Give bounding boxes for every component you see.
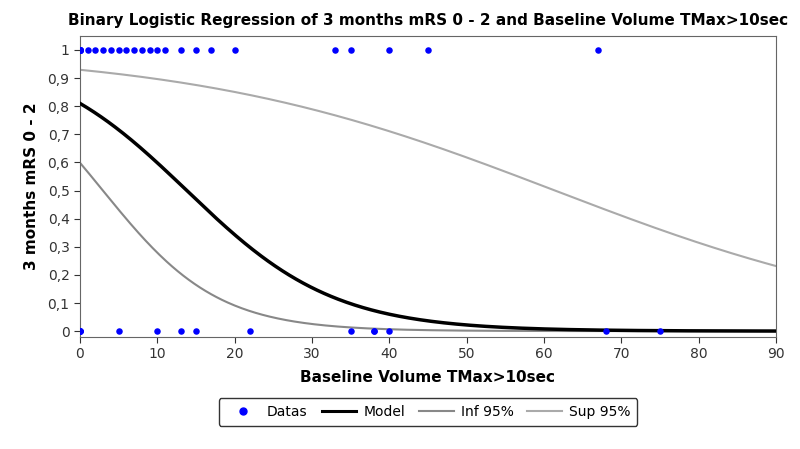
- Point: [654, 327, 666, 335]
- Point: [120, 46, 133, 53]
- Point: [74, 46, 86, 53]
- Point: [244, 327, 257, 335]
- Point: [74, 46, 86, 53]
- Point: [151, 327, 164, 335]
- Point: [599, 327, 612, 335]
- Point: [344, 46, 357, 53]
- Point: [344, 327, 357, 335]
- Point: [367, 327, 380, 335]
- Point: [74, 46, 86, 53]
- Point: [112, 46, 125, 53]
- Point: [592, 46, 605, 53]
- Point: [74, 46, 86, 53]
- Point: [97, 46, 110, 53]
- Point: [74, 327, 86, 335]
- Title: Binary Logistic Regression of 3 months mRS 0 - 2 and Baseline Volume TMax>10sec: Binary Logistic Regression of 3 months m…: [68, 13, 788, 28]
- Point: [74, 327, 86, 335]
- Point: [367, 327, 380, 335]
- Point: [74, 327, 86, 335]
- Point: [143, 46, 156, 53]
- Point: [105, 46, 118, 53]
- Point: [74, 46, 86, 53]
- Point: [329, 46, 342, 53]
- Point: [174, 327, 187, 335]
- Point: [174, 46, 187, 53]
- Legend: Datas, Model, Inf 95%, Sup 95%: Datas, Model, Inf 95%, Sup 95%: [218, 398, 638, 426]
- Point: [383, 46, 396, 53]
- Point: [135, 46, 148, 53]
- Y-axis label: 3 months mRS 0 - 2: 3 months mRS 0 - 2: [24, 102, 39, 270]
- Point: [151, 46, 164, 53]
- Point: [112, 327, 125, 335]
- Point: [89, 46, 102, 53]
- Point: [205, 46, 218, 53]
- Point: [82, 46, 94, 53]
- Point: [74, 46, 86, 53]
- Point: [228, 46, 241, 53]
- Point: [74, 327, 86, 335]
- Point: [158, 46, 171, 53]
- Point: [128, 46, 141, 53]
- Point: [190, 327, 202, 335]
- Point: [74, 46, 86, 53]
- Point: [74, 46, 86, 53]
- X-axis label: Baseline Volume TMax>10sec: Baseline Volume TMax>10sec: [301, 370, 555, 384]
- Point: [422, 46, 434, 53]
- Point: [190, 46, 202, 53]
- Point: [383, 327, 396, 335]
- Point: [74, 46, 86, 53]
